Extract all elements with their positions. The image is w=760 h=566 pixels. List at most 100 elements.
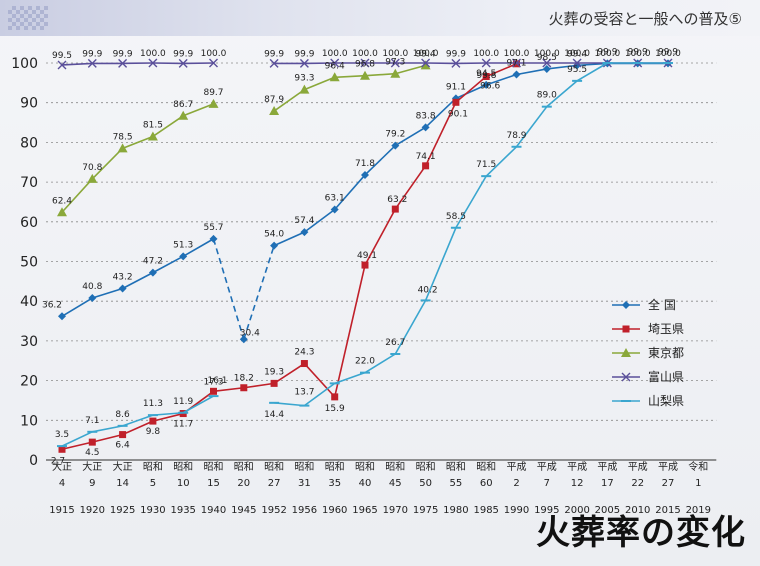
- y-tick-label: 80: [20, 135, 38, 151]
- data-labels: 36.2 40.8 43.2 47.2 51.3 55.7 30.4 54.0 57.4 63.1…: [42, 47, 681, 466]
- data-point: [149, 417, 157, 425]
- data-label: 47.2: [143, 257, 163, 267]
- data-point: [330, 205, 339, 214]
- data-label: 24.3: [294, 348, 314, 358]
- x-tick-year: 2005: [595, 505, 620, 516]
- series-line-segment: [213, 386, 244, 393]
- x-tick-year: 1930: [140, 505, 165, 516]
- data-label: 26.7: [385, 338, 405, 348]
- series-line-segment: [394, 300, 427, 355]
- series-line-segment: [122, 135, 154, 150]
- x-tick-year: 1985: [473, 505, 498, 516]
- data-label: 11.9: [173, 397, 193, 407]
- data-label: 4.5: [85, 448, 99, 458]
- x-tick-number: 27: [662, 478, 675, 489]
- data-label: 99.8: [476, 71, 496, 81]
- data-point: [88, 294, 97, 303]
- series-line-segment: [303, 208, 336, 233]
- x-tick-year: 1965: [352, 505, 377, 516]
- x-tick-number: 35: [328, 478, 341, 489]
- x-tick-year: 1935: [170, 505, 195, 516]
- series-line-segment: [152, 255, 184, 274]
- x-tick-year: 1960: [322, 505, 347, 516]
- data-point: [148, 58, 158, 68]
- data-point: [239, 335, 248, 344]
- series-line-segment: [515, 106, 548, 148]
- data-point: [512, 70, 521, 79]
- data-point: [422, 162, 430, 170]
- series-line-segment: [152, 115, 184, 138]
- data-point: [420, 60, 431, 70]
- series-line-segment: [424, 227, 457, 301]
- data-label: 86.7: [173, 100, 193, 110]
- x-tick-era: 昭和: [385, 461, 405, 473]
- x-tick-year: 1925: [110, 505, 135, 516]
- data-point: [512, 58, 521, 68]
- data-point: [330, 58, 340, 68]
- data-label: 100.0: [413, 49, 439, 59]
- header-band: [0, 0, 760, 36]
- x-tick-year: 2015: [655, 505, 680, 516]
- data-point: [270, 241, 279, 250]
- series-line-segment: [182, 238, 214, 258]
- data-label: 100.0: [564, 49, 590, 59]
- data-point: [179, 252, 188, 261]
- legend-marker: [621, 372, 631, 382]
- x-tick-era: 大正: [82, 460, 102, 473]
- data-point: [391, 205, 399, 213]
- y-tick-label: 50: [20, 255, 38, 271]
- x-tick-year: 2000: [564, 505, 589, 516]
- data-point: [451, 58, 461, 68]
- data-label: 99.9: [113, 49, 133, 59]
- series-line-segment: [273, 362, 305, 385]
- data-label: 22.0: [355, 357, 375, 367]
- data-point: [58, 312, 66, 321]
- series-0: [58, 59, 672, 344]
- data-point: [361, 261, 369, 269]
- x-tick-number: 12: [571, 478, 584, 489]
- y-tick-label: 90: [20, 96, 38, 112]
- legend-label: 全 国: [648, 297, 676, 312]
- data-point: [57, 207, 67, 217]
- data-point: [269, 58, 279, 68]
- series-line-segment: [91, 147, 124, 180]
- series-line-segment: [273, 88, 305, 112]
- data-label: 99.9: [628, 47, 648, 57]
- data-label: 87.9: [264, 95, 284, 105]
- data-label: 97.3: [385, 58, 405, 68]
- data-point: [148, 268, 157, 277]
- series-line-segment: [122, 420, 154, 436]
- x-tick-year: 1980: [443, 505, 468, 516]
- x-tick-year: 2010: [625, 505, 650, 516]
- x-tick-number: 27: [268, 478, 281, 489]
- x-tick-number: 50: [419, 478, 432, 489]
- series-line-segment: [273, 231, 305, 247]
- data-label: 83.8: [416, 111, 436, 121]
- data-point: [361, 170, 369, 179]
- series-line-segment: [122, 271, 154, 290]
- chart-caption: 火葬率の変化: [536, 513, 746, 553]
- series-line-segment: [61, 431, 93, 447]
- data-point: [209, 58, 218, 68]
- data-label: 43.2: [113, 272, 133, 282]
- data-label: 100.0: [352, 49, 378, 59]
- series-line-segment: [546, 80, 578, 108]
- data-label: 57.4: [294, 216, 314, 226]
- x-tick-number: 20: [237, 478, 250, 489]
- series-line-segment: [395, 64, 426, 75]
- data-label: 100.0: [534, 49, 560, 59]
- data-label: 63.2: [387, 195, 407, 205]
- x-tick-era: 昭和: [416, 461, 436, 473]
- legend-marker: [621, 348, 631, 357]
- data-label: 71.8: [355, 159, 375, 169]
- x-tick-number: 14: [116, 478, 129, 489]
- data-point: [118, 58, 128, 68]
- data-point: [208, 98, 219, 108]
- x-tick-era: 昭和: [173, 461, 193, 473]
- data-label: 96.6: [480, 81, 500, 91]
- series-line-segment: [364, 145, 396, 176]
- data-label: 58.5: [446, 212, 466, 222]
- x-tick-number: 7: [544, 478, 550, 489]
- legend-label: 東京都: [648, 346, 684, 360]
- data-point: [360, 58, 370, 68]
